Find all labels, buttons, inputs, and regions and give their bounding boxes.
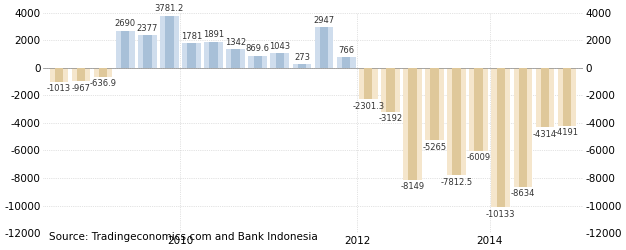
Text: 1891: 1891 [203, 30, 224, 39]
Text: 869.6: 869.6 [246, 44, 270, 53]
Text: 1043: 1043 [269, 42, 290, 51]
Text: -8634: -8634 [511, 189, 535, 198]
Bar [94, 68, 113, 76]
Text: -7812.5: -7812.5 [441, 178, 473, 187]
Bar [315, 27, 334, 68]
Text: -2301.3: -2301.3 [352, 102, 384, 111]
Bar [536, 68, 555, 127]
Bar [430, 68, 439, 140]
Bar [491, 68, 510, 207]
Text: -1013: -1013 [47, 84, 71, 93]
Bar [342, 57, 351, 68]
Bar [226, 49, 245, 68]
Bar [187, 43, 196, 68]
Text: 273: 273 [294, 52, 310, 62]
Text: 1781: 1781 [181, 32, 202, 41]
Bar [425, 68, 444, 140]
Text: Source: Tradingeconomics.com and Bank Indonesia: Source: Tradingeconomics.com and Bank In… [49, 232, 317, 242]
Bar [182, 43, 201, 68]
Bar [359, 68, 377, 100]
Bar [254, 56, 262, 68]
Bar [116, 31, 135, 68]
Text: -636.9: -636.9 [90, 79, 116, 88]
Bar [292, 64, 311, 68]
Bar [204, 42, 223, 68]
Bar [558, 68, 577, 126]
Text: 1342: 1342 [225, 38, 246, 47]
Bar [77, 68, 85, 81]
Bar [337, 57, 356, 68]
Bar [403, 68, 422, 180]
Text: 2690: 2690 [115, 19, 136, 28]
Text: 2377: 2377 [136, 24, 158, 32]
Bar [453, 68, 461, 176]
Bar [270, 54, 289, 68]
Bar [513, 68, 532, 187]
Bar [160, 16, 179, 68]
Bar [138, 35, 156, 68]
Text: 2947: 2947 [314, 16, 335, 25]
Bar [298, 64, 306, 68]
Bar [496, 68, 505, 207]
Bar [541, 68, 549, 127]
Bar [49, 68, 68, 82]
Bar [275, 54, 284, 68]
Bar [470, 68, 488, 150]
Text: -6009: -6009 [466, 153, 491, 162]
Bar [71, 68, 90, 81]
Text: -3192: -3192 [378, 114, 403, 123]
Bar [563, 68, 572, 126]
Bar [209, 42, 218, 68]
Text: -4314: -4314 [533, 130, 557, 139]
Text: -10133: -10133 [486, 210, 516, 219]
Bar [475, 68, 483, 150]
Bar [381, 68, 400, 112]
Bar [54, 68, 63, 82]
Text: -5265: -5265 [423, 143, 446, 152]
Bar [143, 35, 151, 68]
Bar [232, 49, 240, 68]
Bar [386, 68, 394, 112]
Text: 766: 766 [338, 46, 354, 55]
Text: -967: -967 [71, 84, 91, 92]
Text: -8149: -8149 [401, 182, 424, 192]
Bar [99, 68, 107, 76]
Bar [320, 27, 328, 68]
Bar [364, 68, 372, 100]
Bar [519, 68, 527, 187]
Bar [165, 16, 173, 68]
Text: 3781.2: 3781.2 [155, 4, 184, 13]
Bar [447, 68, 466, 176]
Bar [249, 56, 267, 68]
Bar [121, 31, 130, 68]
Bar [408, 68, 417, 180]
Text: -4191: -4191 [555, 128, 579, 137]
